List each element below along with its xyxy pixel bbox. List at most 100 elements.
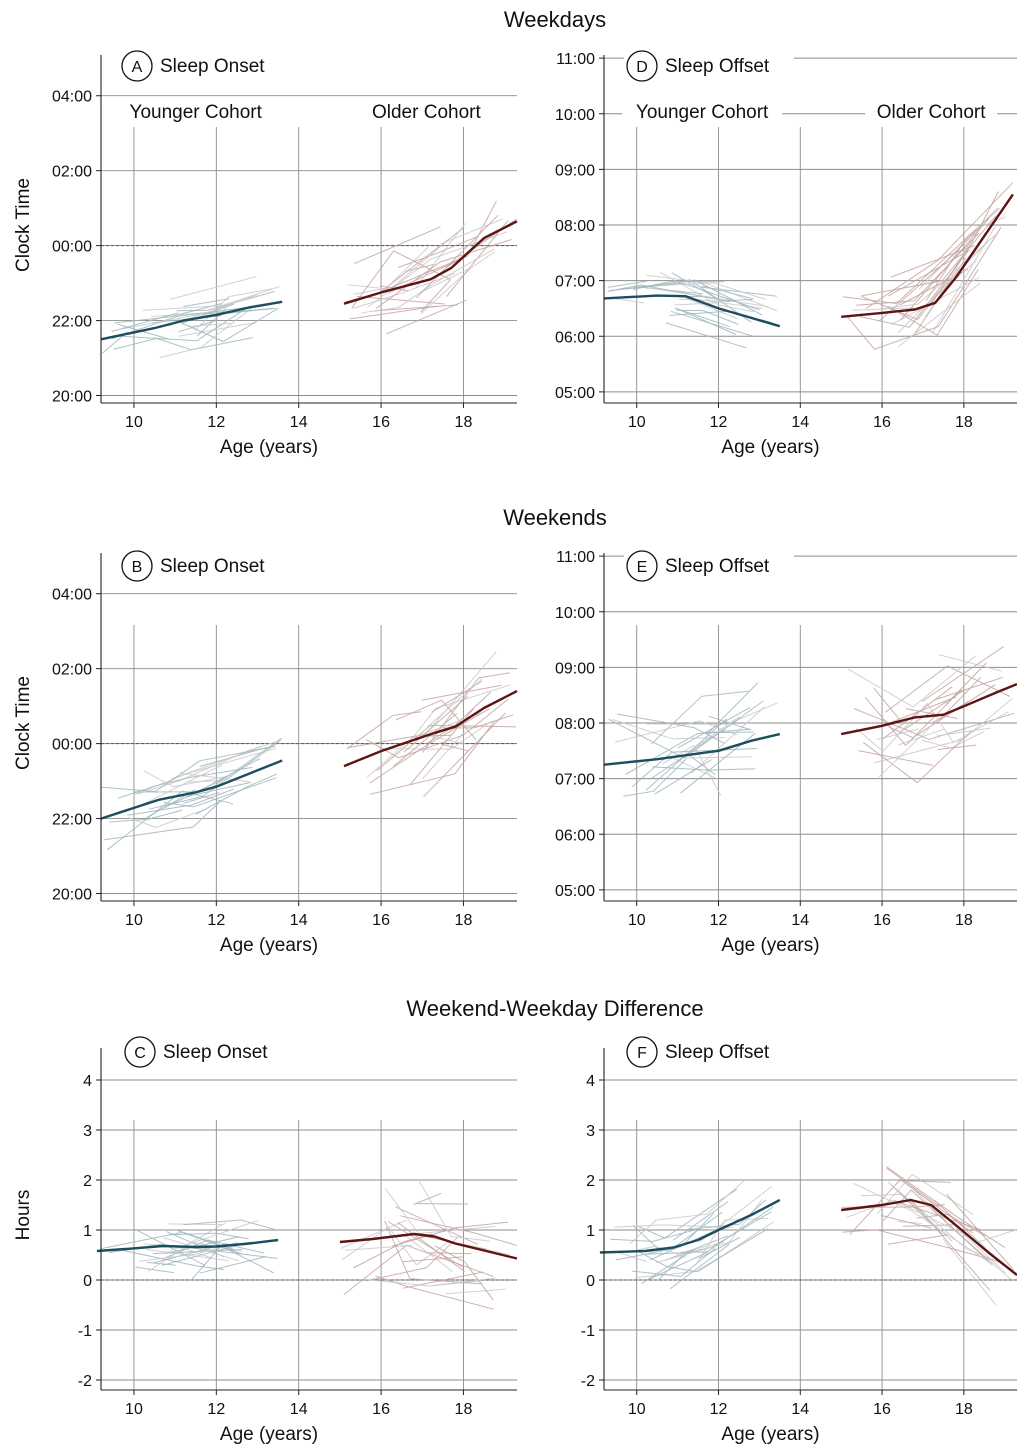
individual-trajectory xyxy=(886,1167,940,1208)
individual-trajectory xyxy=(842,1229,1004,1264)
individual-trajectory xyxy=(685,1199,767,1231)
x-tick-label: 14 xyxy=(791,414,809,431)
individual-trajectory xyxy=(351,250,451,308)
x-axis-title: Age (years) xyxy=(220,437,318,458)
x-axis-title: Age (years) xyxy=(721,437,819,458)
individual-trajectory xyxy=(946,1193,1014,1270)
individual-trajectory xyxy=(652,766,756,771)
cohort-label-background xyxy=(360,100,493,126)
individual-trajectory xyxy=(101,745,276,793)
individual-trajectory xyxy=(148,740,281,810)
individual-trajectory xyxy=(937,727,992,737)
individual-trajectory xyxy=(646,274,777,312)
individual-trajectory xyxy=(128,808,207,828)
individual-trajectory xyxy=(698,1237,740,1259)
individual-trajectory xyxy=(632,1224,662,1253)
individual-trajectory xyxy=(208,737,282,791)
panel-badge xyxy=(124,1036,156,1068)
individual-trajectory xyxy=(369,720,495,795)
y-tick-label: -1 xyxy=(78,1323,92,1340)
x-tick-label: 14 xyxy=(290,912,308,929)
individual-trajectory xyxy=(165,1239,265,1259)
individual-trajectory xyxy=(434,1245,494,1301)
panel-D: 10 12 14 16 18 05:00 06:00 07:00 08:00 09:00 10:00… xyxy=(555,50,1017,458)
individual-trajectory xyxy=(404,1234,453,1272)
individual-trajectory xyxy=(683,756,753,759)
individual-trajectory xyxy=(937,744,977,750)
individual-trajectory xyxy=(183,298,230,307)
panel-badge xyxy=(121,550,153,582)
individual-trajectory xyxy=(885,665,1011,713)
individual-trajectory xyxy=(168,1223,223,1226)
x-tick-label: 16 xyxy=(873,1401,891,1418)
individual-trajectory xyxy=(706,682,759,735)
individual-trajectory xyxy=(925,207,1000,302)
individual-trajectory xyxy=(615,298,645,304)
individual-trajectory xyxy=(375,239,512,309)
individual-trajectory xyxy=(696,716,740,747)
y-tick-label: 04:00 xyxy=(52,587,92,604)
younger-cohort-mean-line xyxy=(96,1238,279,1253)
individual-trajectory xyxy=(117,766,253,799)
y-tick-label: 2 xyxy=(586,1173,595,1190)
x-tick-label: 18 xyxy=(955,414,973,431)
x-tick-label: 12 xyxy=(710,1401,728,1418)
younger-cohort-label: Younger Cohort xyxy=(636,102,769,123)
individual-trajectory xyxy=(675,307,730,328)
individual-trajectory xyxy=(405,684,511,747)
individual-trajectory xyxy=(609,282,760,311)
individual-trajectory xyxy=(169,276,257,300)
panel-badge-letter: D xyxy=(636,59,648,76)
individual-trajectory xyxy=(104,800,222,841)
individual-trajectory xyxy=(178,321,257,337)
individual-trajectory xyxy=(179,772,249,783)
individual-trajectory xyxy=(928,191,999,307)
individual-trajectory xyxy=(347,734,451,749)
individual-trajectory xyxy=(142,286,280,311)
individual-trajectory xyxy=(119,305,251,342)
x-tick-label: 10 xyxy=(125,912,143,929)
individual-trajectory xyxy=(423,651,497,737)
individual-trajectory xyxy=(623,758,687,797)
cohort-label-background xyxy=(865,100,998,126)
individual-trajectory xyxy=(379,720,492,750)
individual-trajectory xyxy=(375,1275,494,1310)
x-tick-label: 16 xyxy=(873,414,891,431)
individual-trajectory xyxy=(426,678,483,728)
individual-trajectory xyxy=(392,1221,509,1247)
individual-trajectory xyxy=(373,304,458,312)
y-tick-label: 00:00 xyxy=(52,239,92,256)
panel-title: Sleep Offset xyxy=(665,56,770,77)
individual-trajectory xyxy=(183,1219,277,1231)
individual-trajectory xyxy=(853,708,1015,740)
panel-badge xyxy=(121,50,153,82)
individual-trajectory xyxy=(403,695,469,753)
y-tick-label: 4 xyxy=(83,1073,92,1090)
panel-badge-letter: F xyxy=(637,1045,647,1062)
individual-trajectory xyxy=(168,1232,249,1240)
panel-title: Sleep Offset xyxy=(665,556,770,577)
y-tick-label: 11:00 xyxy=(556,51,595,68)
individual-trajectory xyxy=(853,1183,992,1265)
individual-trajectory xyxy=(109,809,183,823)
individual-trajectory xyxy=(354,226,441,265)
x-tick-label: 18 xyxy=(955,1401,973,1418)
individual-trajectory xyxy=(658,1211,772,1281)
panel-badge-letter: E xyxy=(637,559,648,576)
individual-trajectory xyxy=(880,1214,932,1229)
individual-trajectory xyxy=(349,305,437,320)
y-tick-label: 09:00 xyxy=(555,162,595,179)
individual-trajectory xyxy=(113,337,253,351)
individual-trajectory xyxy=(674,302,720,306)
individual-trajectory xyxy=(413,1192,442,1205)
individual-trajectory xyxy=(847,655,976,708)
individual-trajectory xyxy=(677,706,751,749)
y-tick-label: 20:00 xyxy=(52,389,92,406)
individual-trajectory xyxy=(143,770,229,788)
individual-trajectory xyxy=(398,236,477,268)
individual-trajectory xyxy=(122,313,200,330)
panel-A: 10 12 14 16 18 20:00 22:00 00:00 02:00 04:00 Age (… xyxy=(13,50,518,458)
individual-trajectory xyxy=(612,718,725,740)
